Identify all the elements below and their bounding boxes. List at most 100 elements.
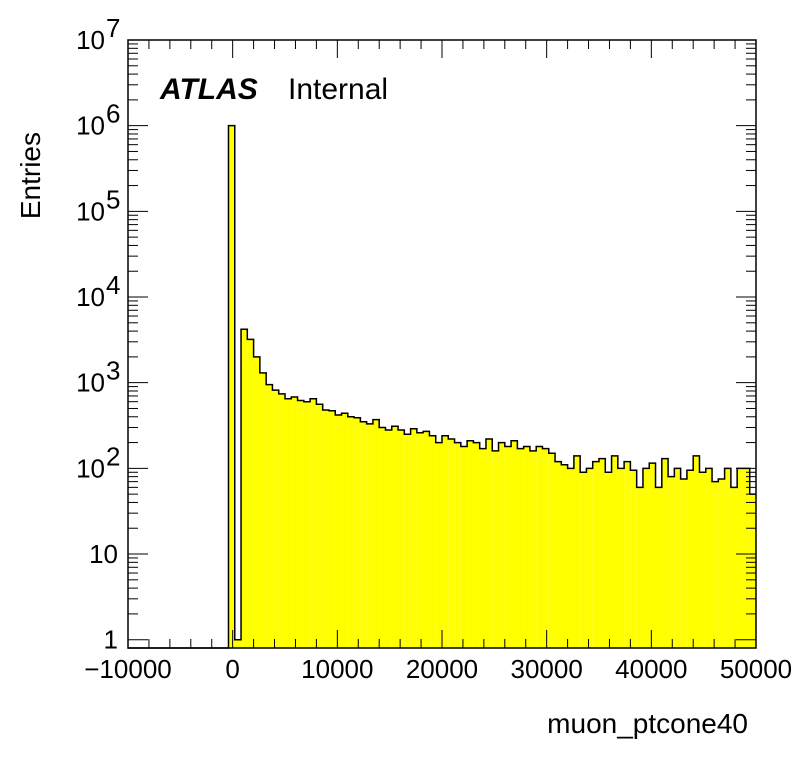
y-tick-label: 10 <box>76 111 105 141</box>
histogram-bar <box>398 430 405 648</box>
histogram-bar <box>228 125 235 649</box>
histogram-bar <box>416 432 424 648</box>
histogram-bar <box>605 472 612 648</box>
histogram-bar <box>492 450 499 648</box>
histogram-outline <box>128 124 756 649</box>
y-tick-label: 10 <box>76 25 105 55</box>
histogram-bar <box>316 404 323 648</box>
histogram-bar <box>661 458 669 648</box>
x-tick-label: 50000 <box>720 654 792 684</box>
x-tick-label: 30000 <box>511 654 583 684</box>
atlas-label: ATLAS <box>159 73 258 106</box>
histogram-bar <box>624 461 631 648</box>
histogram-bar <box>391 426 399 648</box>
y-tick-label: 10 <box>76 368 105 398</box>
histogram-bar <box>718 479 725 648</box>
histogram-bar <box>410 428 417 648</box>
histogram-bar <box>266 384 273 648</box>
x-axis-title: muon_ptcone40 <box>547 708 748 739</box>
histogram-bar <box>630 470 637 648</box>
histogram-bar <box>642 468 650 648</box>
histogram-bar <box>636 487 643 648</box>
histogram-bar <box>686 470 694 648</box>
histogram-bar <box>341 413 348 648</box>
histogram-bar <box>655 487 662 648</box>
histogram-bar <box>693 455 700 648</box>
histogram-bar <box>285 398 292 648</box>
histogram-bar <box>423 431 430 648</box>
histogram-bar <box>511 440 518 648</box>
histogram-bar <box>460 446 468 648</box>
histogram-bar <box>674 468 681 648</box>
y-tick-exponent: 2 <box>106 441 120 471</box>
histogram-bar <box>372 419 380 648</box>
x-tick-label: 20000 <box>406 654 478 684</box>
histogram-bar <box>724 468 731 648</box>
histogram-bar <box>580 472 587 648</box>
histogram-bar <box>448 439 455 648</box>
y-tick-exponent: 6 <box>106 99 120 129</box>
histogram-bar <box>247 339 254 648</box>
histogram-bar <box>385 430 392 648</box>
histogram-bar <box>435 442 442 648</box>
histogram-bar <box>454 442 461 648</box>
histogram-bar <box>347 416 355 648</box>
x-axis-ticks: −10000 0 10000 20000 30000 40000 50000 <box>84 40 792 684</box>
histogram-bar <box>297 400 304 648</box>
histogram-bar <box>611 455 618 648</box>
histogram-bar <box>473 442 480 648</box>
y-tick-exponent: 3 <box>106 356 120 386</box>
histogram-bar <box>668 476 675 648</box>
y-tick-label: 10 <box>76 196 105 226</box>
histogram-bar <box>360 421 367 648</box>
histogram-bar <box>234 639 242 648</box>
y-tick-label: 10 <box>89 539 118 569</box>
x-tick-label: 0 <box>225 654 239 684</box>
histogram-bar <box>536 446 543 648</box>
histogram-bar <box>259 372 267 648</box>
histogram-bar <box>479 448 486 648</box>
histogram-bar <box>699 472 706 648</box>
histogram-bar <box>592 461 599 648</box>
histogram-bar <box>272 390 279 648</box>
histogram-bar <box>303 401 311 648</box>
y-tick-label: 10 <box>76 282 105 312</box>
histogram-bar <box>379 427 386 648</box>
histogram-bar <box>278 393 285 648</box>
histogram-bar <box>586 468 593 648</box>
histogram-bar <box>429 435 436 648</box>
histogram-bar <box>548 453 556 648</box>
histogram-bar <box>567 468 574 648</box>
histogram-bar <box>555 461 562 648</box>
y-tick-exponent: 4 <box>106 270 120 300</box>
histogram-bar <box>705 468 713 648</box>
histogram-bar <box>366 423 373 648</box>
histogram-bar <box>253 356 260 648</box>
histogram-bar <box>517 448 524 648</box>
x-tick-label: −10000 <box>84 654 171 684</box>
histogram-bar <box>529 450 537 648</box>
histogram-bar <box>241 329 248 648</box>
y-tick-exponent: 5 <box>106 184 120 214</box>
histogram-bar <box>504 446 512 648</box>
histogram-bar <box>599 458 606 648</box>
histogram-bar <box>749 494 756 648</box>
histogram-bar <box>737 468 744 648</box>
histogram-bar <box>442 435 449 648</box>
histogram-bar <box>328 410 336 648</box>
histogram-bars <box>228 125 756 649</box>
histogram-bar <box>335 414 342 648</box>
histogram-bar <box>467 440 474 648</box>
x-tick-label: 40000 <box>615 654 687 684</box>
internal-label: Internal <box>288 73 388 106</box>
histogram-bar <box>498 442 505 648</box>
histogram-bar <box>542 448 549 648</box>
histogram-bar <box>561 464 568 648</box>
y-axis-title: Entries <box>15 132 46 219</box>
histogram-bar <box>649 463 656 648</box>
y-tick-label: 1 <box>104 625 118 655</box>
histogram-bar <box>322 409 329 648</box>
histogram-bar <box>617 468 625 648</box>
